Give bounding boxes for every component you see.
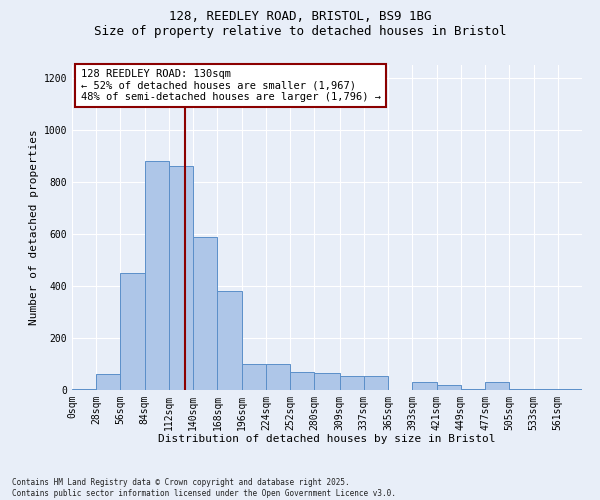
Bar (364, 376, 388, 390)
Bar (169, 166, 193, 390)
Bar (340, 376, 364, 390)
Text: 128, REEDLEY ROAD, BRISTOL, BS9 1BG
Size of property relative to detached houses: 128, REEDLEY ROAD, BRISTOL, BS9 1BG Size… (94, 10, 506, 38)
Text: 128 REEDLEY ROAD: 130sqm
← 52% of detached houses are smaller (1,967)
48% of sem: 128 REEDLEY ROAD: 130sqm ← 52% of detach… (80, 69, 380, 102)
Bar (412, 382, 437, 390)
Bar (217, 291, 242, 390)
Bar (266, 364, 290, 390)
Bar (121, 273, 145, 390)
Y-axis label: Number of detached properties: Number of detached properties (29, 130, 40, 326)
Bar (314, 373, 340, 390)
Bar (485, 382, 509, 390)
Bar (145, 161, 169, 390)
Bar (96, 374, 121, 390)
Bar (72, 388, 96, 390)
Bar (437, 385, 461, 390)
Bar (461, 388, 485, 390)
Bar (290, 372, 314, 390)
Bar (509, 388, 533, 390)
Bar (193, 236, 217, 390)
Text: Contains HM Land Registry data © Crown copyright and database right 2025.
Contai: Contains HM Land Registry data © Crown c… (12, 478, 396, 498)
X-axis label: Distribution of detached houses by size in Bristol: Distribution of detached houses by size … (158, 434, 496, 444)
Bar (242, 364, 266, 390)
